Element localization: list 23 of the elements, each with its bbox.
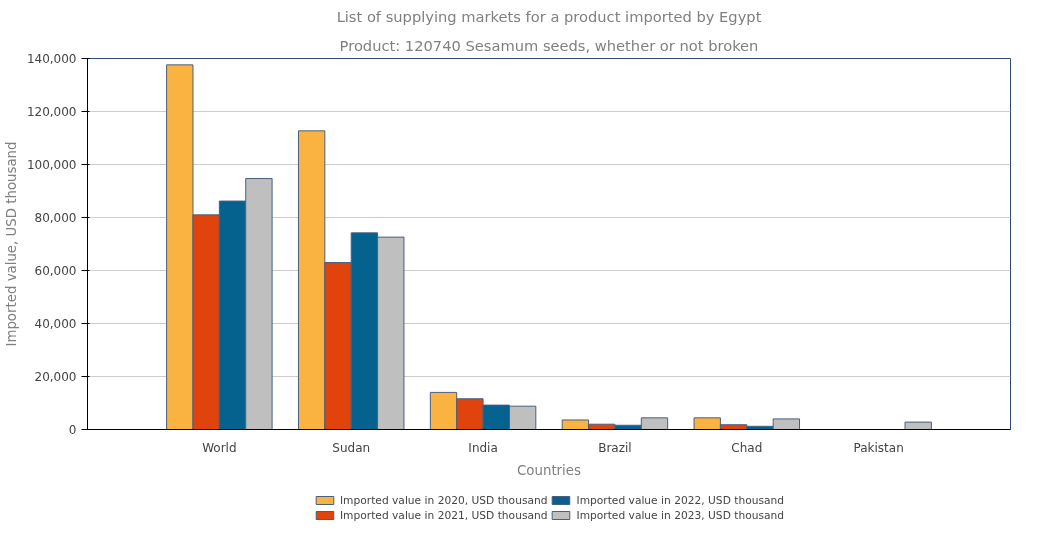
x-axis-title: Countries: [517, 462, 582, 478]
x-tick-label: Brazil: [598, 440, 632, 455]
x-tick-label: Sudan: [332, 440, 371, 455]
y-tick-label: 40,000: [34, 317, 77, 331]
x-tick-label: Chad: [731, 440, 763, 455]
legend-label: Imported value in 2022, USD thousand: [576, 493, 785, 507]
x-tick-label: India: [468, 440, 498, 455]
legend-label: Imported value in 2020, USD thousand: [339, 493, 548, 507]
y-tick-label: 20,000: [34, 370, 77, 384]
chart-title: List of supplying markets for a product imported by Egypt: [336, 7, 762, 25]
y-tick-label: 80,000: [34, 211, 77, 225]
chart-subtitle: Product: 120740 Sesamum seeds, whether or not broken: [339, 36, 759, 54]
y-tick-label: 100,000: [26, 158, 77, 172]
x-tick-label: World: [202, 440, 237, 455]
y-tick-label: 60,000: [34, 264, 77, 278]
x-tick-label: Pakistan: [853, 440, 904, 455]
y-tick-label: 0: [68, 423, 77, 437]
y-tick-label: 120,000: [26, 105, 77, 119]
y-tick-label: 140,000: [26, 52, 77, 66]
bar: [904, 421, 932, 430]
y-axis-title: Imported value, USD thousand: [3, 141, 19, 347]
legend-label: Imported value in 2021, USD thousand: [339, 508, 548, 522]
legend-label: Imported value in 2023, USD thousand: [576, 508, 785, 522]
